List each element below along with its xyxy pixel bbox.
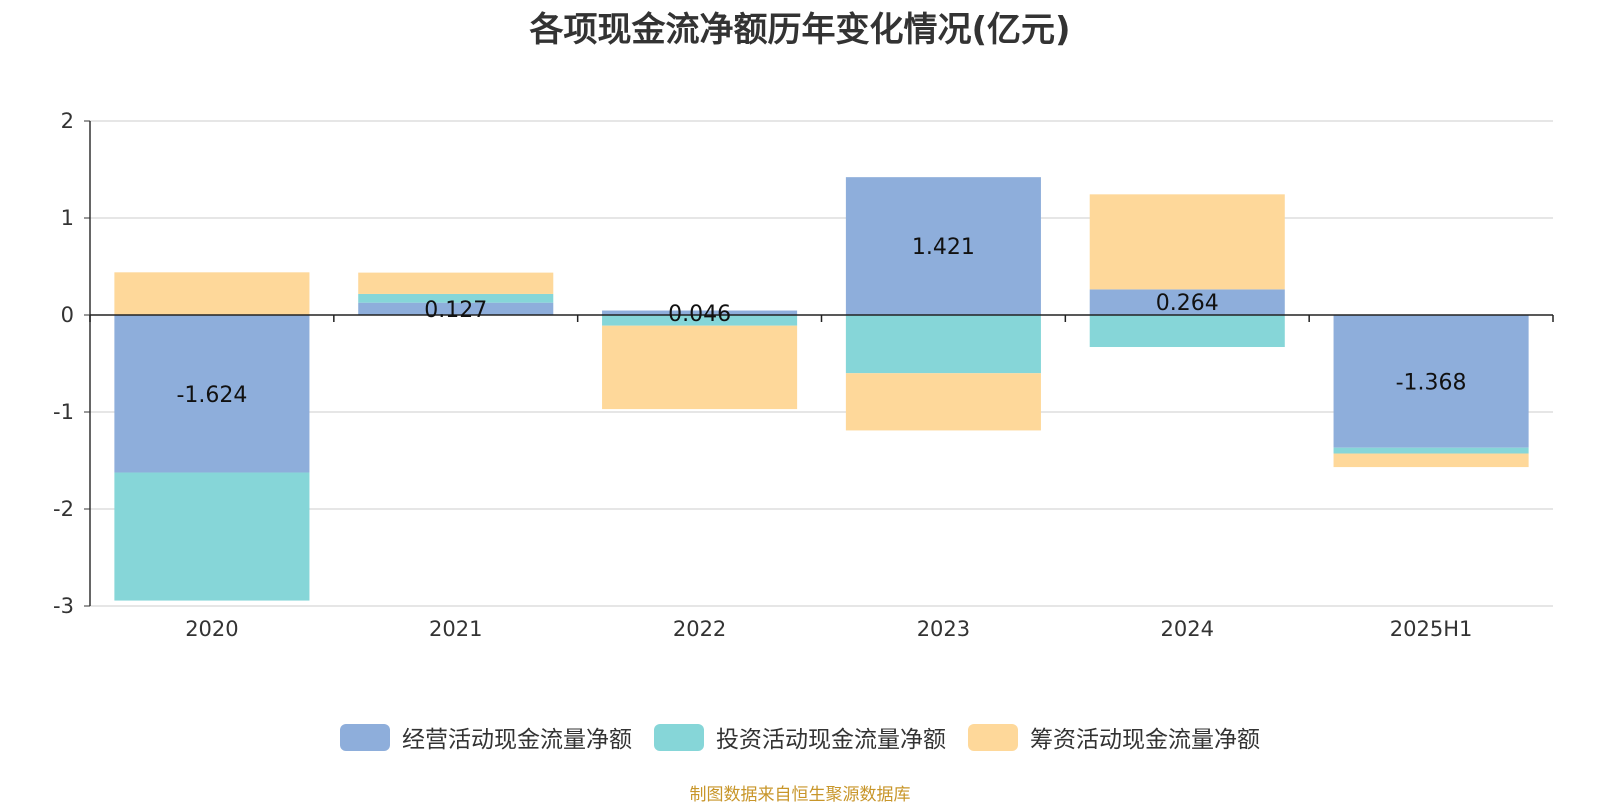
data-label: -1.368 (1396, 370, 1467, 395)
legend-label-operating: 经营活动现金流量净额 (402, 727, 632, 753)
y-tick-label: -1 (53, 400, 74, 424)
y-tick-label: -3 (53, 594, 74, 618)
data-label: -1.624 (176, 383, 247, 408)
x-tick-label: 2024 (1161, 617, 1214, 641)
bar-segment-2022-series-1[interactable] (602, 315, 798, 326)
bar-segment-2024-series-1[interactable] (1089, 315, 1285, 348)
legend-item-investing[interactable]: 投资活动现金流量净额 (654, 720, 946, 754)
bar-segment-2025H1-series-0[interactable] (1333, 315, 1529, 448)
x-tick-label: 2025H1 (1390, 617, 1473, 641)
data-label: 0.046 (668, 302, 731, 327)
bar-segment-2020-series-1[interactable] (114, 472, 310, 601)
legend-label-investing: 投资活动现金流量净额 (716, 727, 946, 753)
bar-segment-2020-series-0[interactable] (114, 315, 310, 473)
bar-segment-2025H1-series-1[interactable] (1333, 447, 1529, 454)
bar-segment-2024-series-0[interactable] (1089, 289, 1285, 315)
bar-segment-2023-series-0[interactable] (845, 177, 1041, 315)
bar-segment-2021-series-2[interactable] (358, 272, 554, 294)
legend-item-financing[interactable]: 筹资活动现金流量净额 (968, 720, 1260, 754)
chart-title: 各项现金流净额历年变化情况(亿元) (529, 10, 1071, 50)
bar-segment-2022-series-0[interactable] (602, 310, 798, 315)
bar-segment-2025H1-series-2[interactable] (1333, 453, 1529, 468)
y-tick-label: 2 (61, 109, 74, 133)
data-label: 1.421 (912, 235, 975, 260)
legend-label-financing: 筹资活动现金流量净额 (1030, 727, 1260, 753)
bar-segment-2021-series-1[interactable] (358, 293, 554, 303)
x-tick-label: 2021 (429, 617, 482, 641)
legend-swatch-financing (968, 723, 1018, 751)
data-label: 0.127 (424, 298, 487, 323)
legend: 经营活动现金流量净额 投资活动现金流量净额 筹资活动现金流量净额 (0, 720, 1600, 754)
bar-segment-2021-series-0[interactable] (358, 302, 554, 315)
legend-item-operating[interactable]: 经营活动现金流量净额 (340, 720, 632, 754)
x-tick-label: 2020 (185, 617, 238, 641)
bar-segment-2022-series-2[interactable] (602, 325, 798, 410)
x-tick-label: 2023 (917, 617, 970, 641)
x-tick-label: 2022 (673, 617, 726, 641)
legend-swatch-operating (340, 723, 390, 751)
data-label: 0.264 (1156, 291, 1219, 316)
source-note: 制图数据来自恒生聚源数据库 (689, 785, 911, 805)
bar-segment-2023-series-1[interactable] (845, 315, 1041, 374)
bar-segment-2023-series-2[interactable] (845, 373, 1041, 431)
legend-swatch-investing (654, 723, 704, 751)
y-tick-label: 0 (61, 303, 74, 327)
bar-segment-2020-series-2[interactable] (114, 272, 310, 315)
y-tick-label: -2 (53, 497, 74, 521)
y-tick-label: 1 (61, 206, 74, 230)
bar-segment-2024-series-2[interactable] (1089, 194, 1285, 290)
